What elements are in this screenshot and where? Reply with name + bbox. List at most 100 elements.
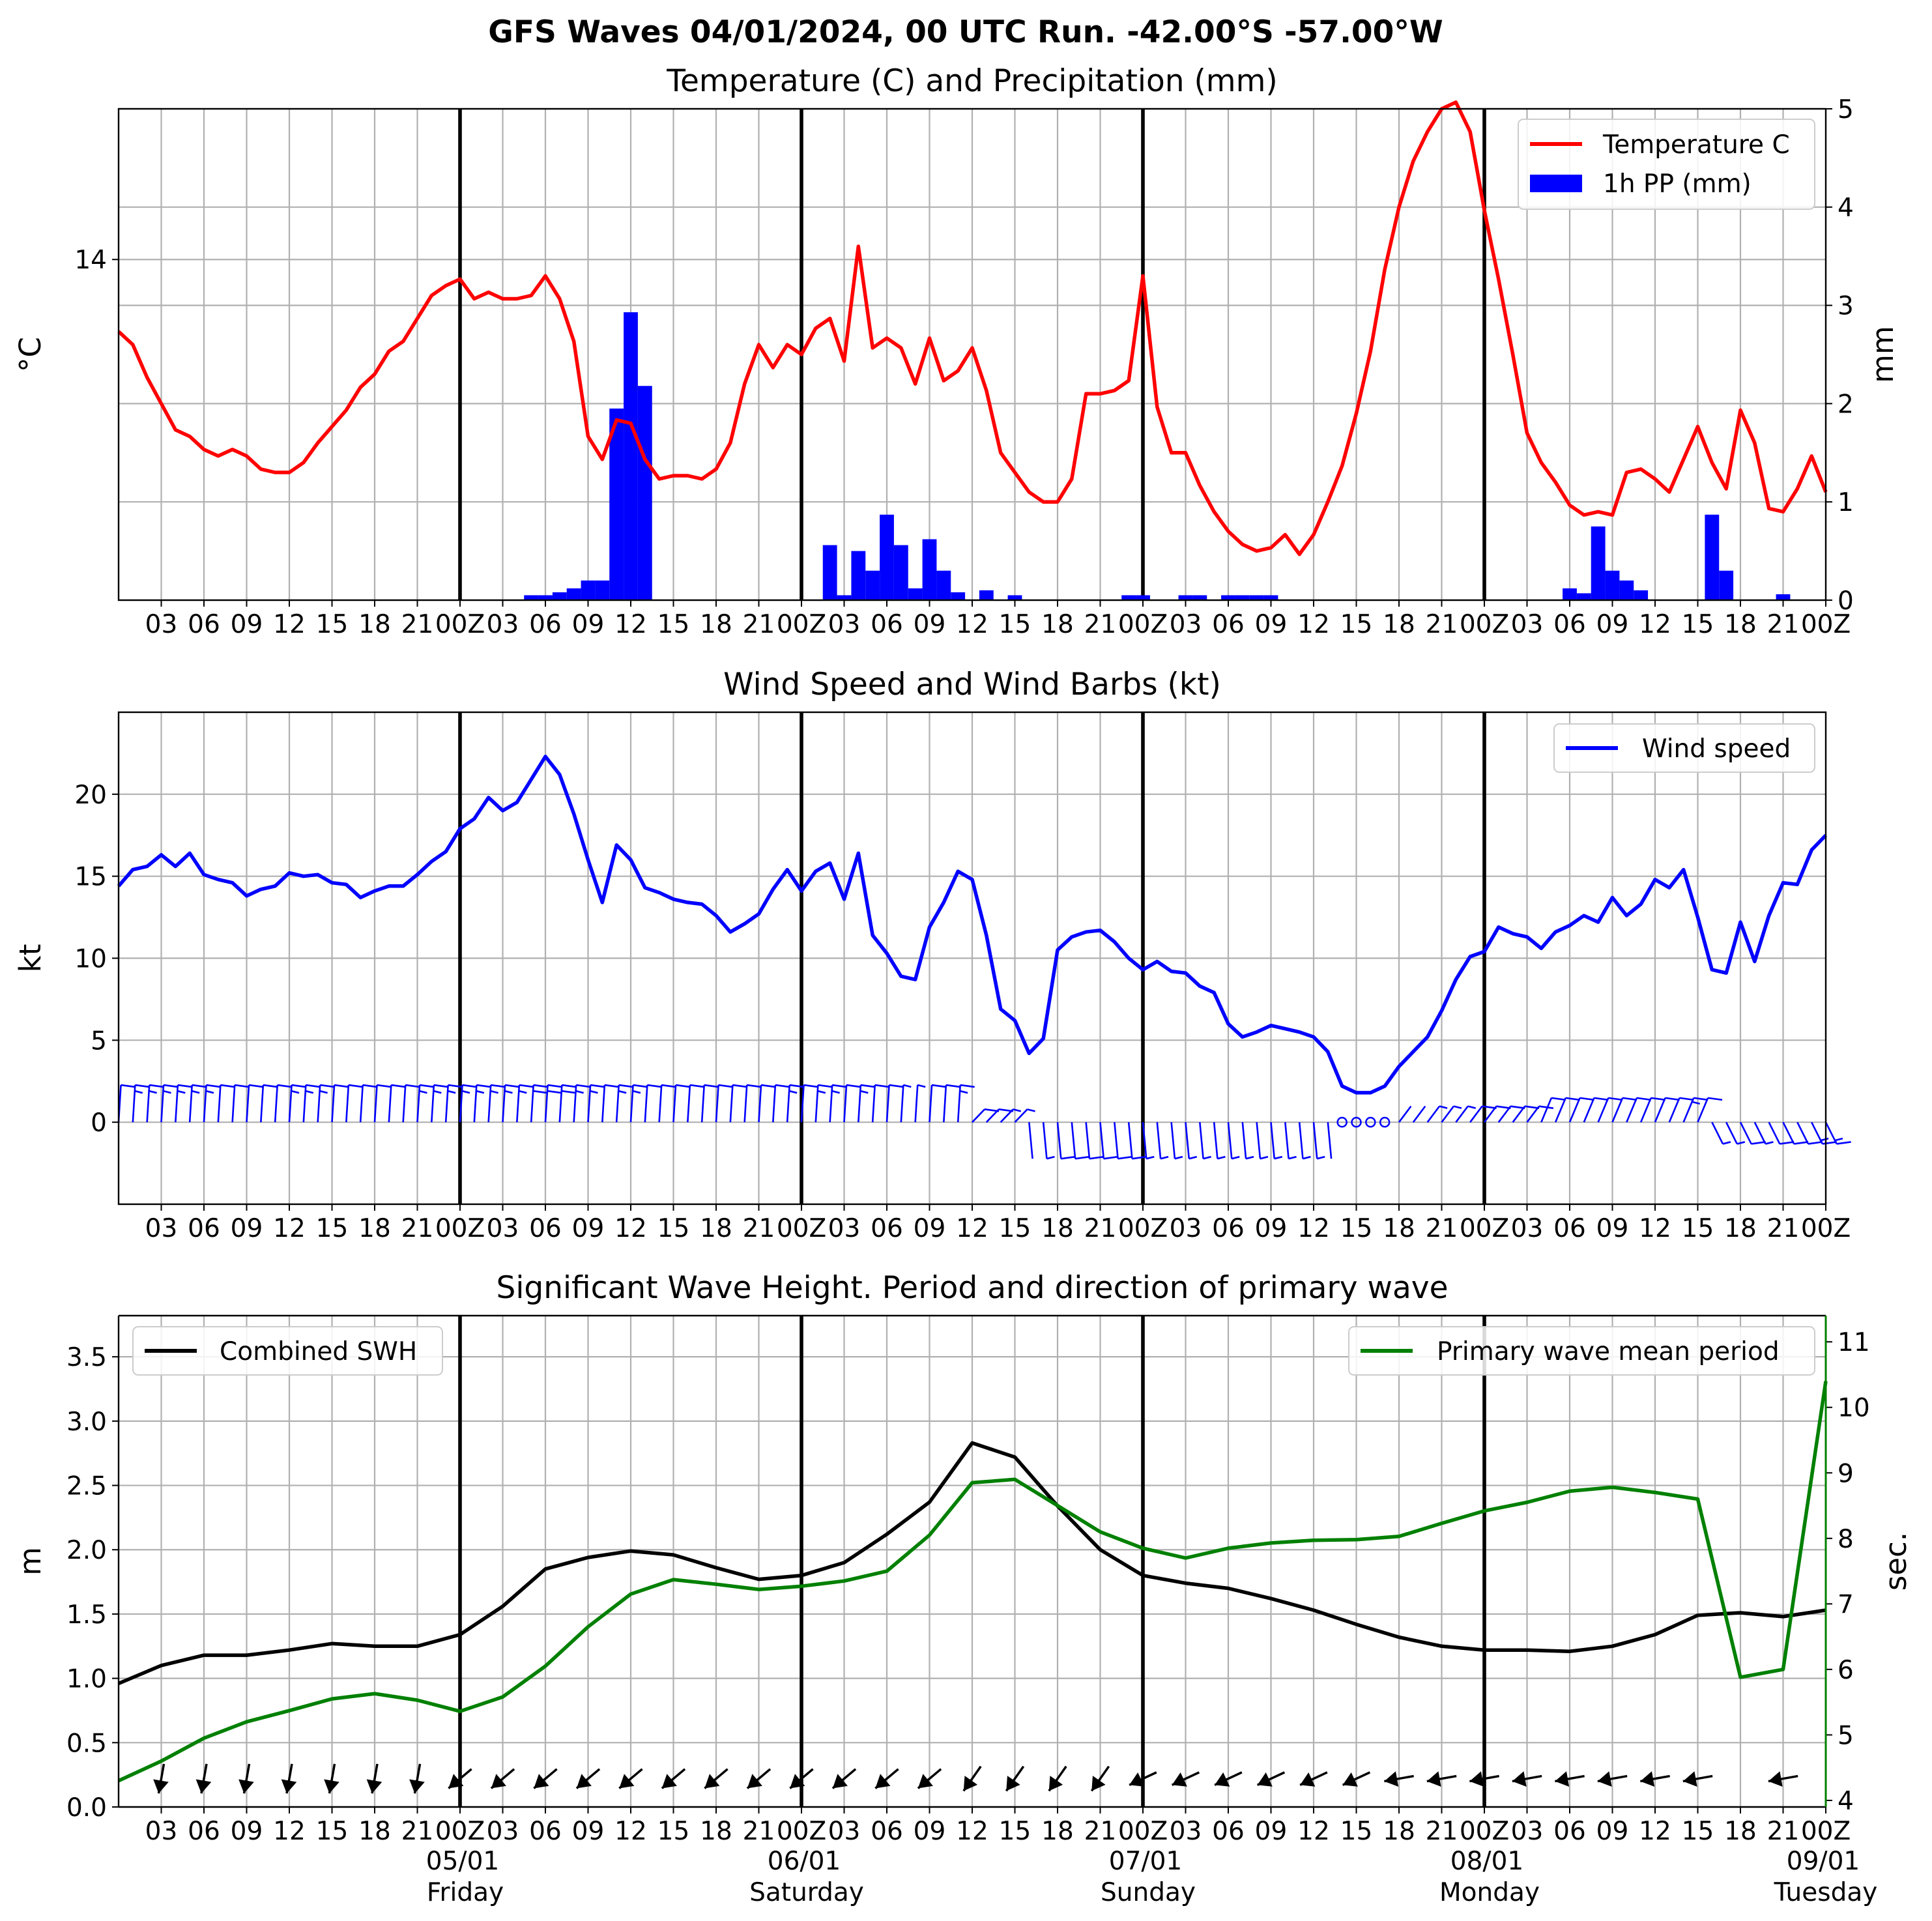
y-tick-label: 14 [74,246,107,275]
wind-barb-flag [1439,1105,1448,1109]
wind-barb-staff [573,1084,577,1123]
wind-barb [1114,1122,1132,1160]
wind-barb [1483,1105,1511,1123]
arrow-head [409,1779,425,1794]
panel-title: Temperature (C) and Precipitation (mm) [666,63,1277,99]
wind-barb-flag [405,1084,420,1088]
x-tick-label: 12 [956,1214,988,1243]
wind-barb [1455,1105,1477,1123]
wind-barb-flag [832,1084,847,1088]
x-tick-label: 06 [529,1214,562,1243]
precip-bar [1121,595,1136,600]
wave-direction-arrow [1597,1771,1628,1787]
wind-barb-staff [402,1084,407,1123]
wave-direction-arrow [1299,1771,1328,1787]
wind-barb [530,1084,548,1123]
precip-bar [880,514,894,600]
arrow-head [1172,1772,1187,1787]
wind-barb-flag [818,1084,833,1088]
wind-barb-staff [700,1084,705,1123]
wind-barb-flag [1694,1097,1709,1101]
wind-barb [175,1084,193,1123]
arrow-head [324,1779,339,1794]
wind-barb [1028,1122,1033,1159]
precip-bar [609,408,624,600]
x-tick-label: 00Z [1801,610,1851,639]
wind-barb-flag [788,1090,798,1094]
wind-barb-flag [1820,1137,1829,1142]
wind-barb-staff [1256,1122,1262,1159]
wave-direction-arrow [238,1763,254,1794]
x-tick-label: 12 [1639,610,1671,639]
arrow-head [153,1779,169,1794]
day-date-label: 06/01 [768,1847,841,1876]
wind-barb-flag [1751,1141,1766,1145]
precip-bar [1178,595,1193,600]
wind-barb [972,1108,1000,1123]
x-tick-label: 21 [1426,610,1458,639]
y-right-tick-label: 4 [1838,194,1854,223]
wind-barb-flag [846,1084,861,1088]
wind-barb [487,1084,506,1123]
x-tick-label: 09 [914,1214,946,1243]
wind-barb-flag [433,1090,442,1094]
wind-barb-staff [274,1084,278,1123]
precip-bar [979,590,994,600]
wind-barb-staff [1512,1105,1526,1123]
wind-barb-staff [1156,1122,1162,1159]
wind-barb-flag [590,1090,598,1094]
wind-barb-staff [217,1084,222,1123]
x-tick-label: 06 [1553,1817,1586,1846]
wind-barb-staff [1568,1097,1581,1123]
wind-barb-calm [1379,1116,1391,1128]
wind-barb [1042,1122,1055,1160]
wind-barb [502,1084,520,1123]
x-tick-label: 09 [231,1214,263,1243]
x-tick-label: 12 [614,1214,647,1243]
wind-barb-flag [618,1084,633,1088]
wind-barb [1014,1108,1035,1123]
x-tick-label: 09 [572,1214,605,1243]
wind-barb-flag [1594,1097,1609,1101]
x-tick-label: 18 [1383,1214,1415,1243]
wind-barb [1298,1122,1311,1160]
precip-bar [1719,570,1734,600]
wind-barb-staff [1028,1122,1033,1159]
panel-title: Significant Wave Height. Period and dire… [496,1270,1448,1306]
wind-barb [1071,1122,1090,1160]
wind-barb-staff [1270,1122,1276,1159]
wind-barb [900,1084,912,1123]
wind-barb [573,1084,591,1123]
wind-barb-flag [1793,1141,1809,1145]
wind-barb-flag [163,1084,179,1088]
x-tick-label: 15 [999,1817,1031,1846]
x-tick-label: 03 [828,1214,861,1243]
wind-barb [1185,1122,1198,1160]
wind-barb [203,1084,221,1123]
wind-barb-staff [1213,1122,1218,1159]
wind-barb-staff [1327,1122,1333,1159]
precip-bar [951,592,966,600]
wave-direction-arrow [1640,1771,1670,1787]
x-tick-label: 12 [614,610,647,639]
y-right-tick-label: 5 [1838,95,1854,124]
wind-barb-staff [672,1084,677,1123]
arrow-head [963,1776,978,1791]
wind-barb-flag [1203,1155,1211,1160]
wave-direction-arrow [195,1763,212,1794]
wind-barb-flag [205,1090,214,1094]
wind-barb-flag [1565,1097,1580,1101]
wind-barb-staff [729,1084,734,1123]
wave-direction-arrow [1555,1771,1585,1787]
x-tick-label: 03 [487,1817,519,1846]
wind-barb-flag [803,1084,818,1088]
wind-barb [1597,1097,1623,1123]
wind-barb [1327,1122,1333,1159]
wind-barb-staff [772,1084,777,1123]
wave-direction-arrow [1426,1771,1457,1787]
wind-barb-staff [1668,1097,1680,1123]
y-axis-right-label: mm [1866,326,1900,383]
y-right-tick-label: 10 [1838,1394,1870,1423]
wind-barb-flag [319,1090,328,1094]
